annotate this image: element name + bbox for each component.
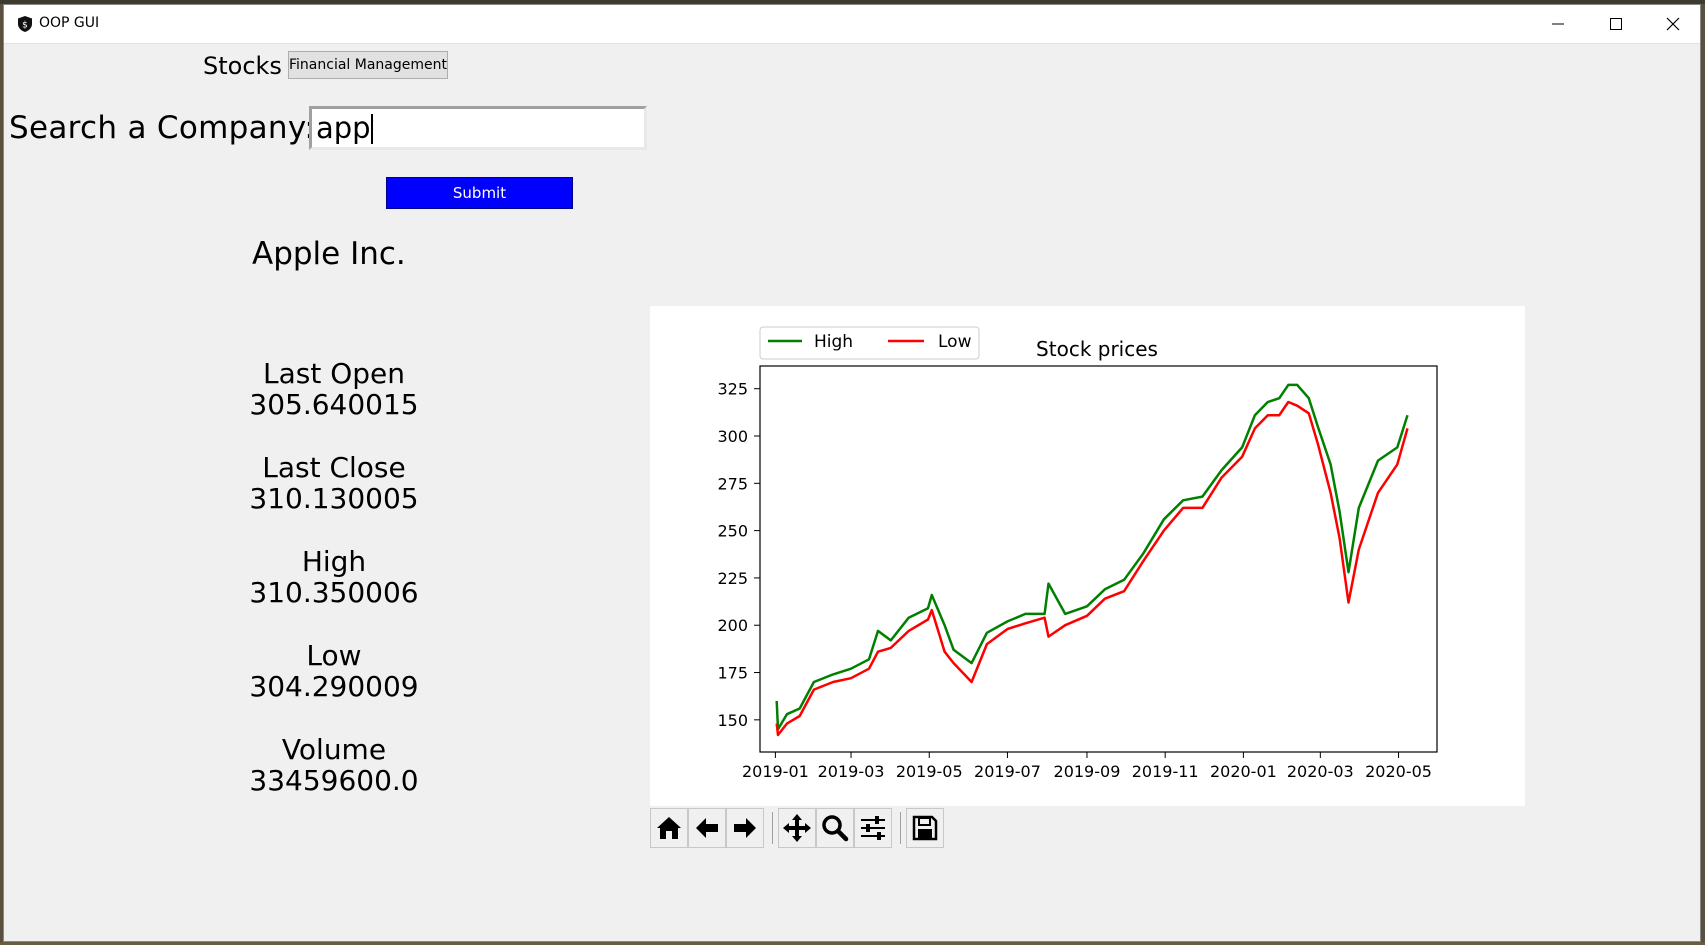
forward-button[interactable] xyxy=(726,808,764,848)
stat-high: High 310.350006 xyxy=(234,546,434,608)
save-button[interactable] xyxy=(906,808,944,848)
minimize-button[interactable] xyxy=(1529,5,1587,43)
title-bar[interactable]: $ OOP GUI xyxy=(4,5,1700,44)
stat-label: High xyxy=(301,545,367,578)
pan-icon xyxy=(783,814,811,842)
search-label: Search a Company: xyxy=(9,110,315,146)
chart-title: Stock prices xyxy=(1036,337,1158,361)
stat-label: Low xyxy=(306,639,362,672)
stat-value: 304.290009 xyxy=(249,670,419,703)
stat-volume: Volume 33459600.0 xyxy=(234,734,434,796)
stocks-label: Stocks xyxy=(203,52,282,80)
x-tick-label: 2020-03 xyxy=(1287,762,1354,781)
stat-value: 310.350006 xyxy=(249,576,419,609)
series-line-high xyxy=(775,383,1409,731)
x-tick-label: 2019-11 xyxy=(1132,762,1199,781)
stat-label: Last Open xyxy=(262,357,405,390)
stat-last-open: Last Open 305.640015 xyxy=(234,358,434,420)
x-tick-label: 2019-09 xyxy=(1054,762,1121,781)
legend-label-high: High xyxy=(814,332,853,352)
x-tick-label: 2019-05 xyxy=(896,762,963,781)
legend-label-low: Low xyxy=(938,332,972,352)
pan-button[interactable] xyxy=(778,808,816,848)
close-button[interactable] xyxy=(1644,5,1702,43)
back-button[interactable] xyxy=(688,808,726,848)
y-tick-label: 225 xyxy=(717,569,748,588)
search-input-value: app xyxy=(316,111,371,145)
series-line-low xyxy=(775,400,1409,737)
toolbar-separator xyxy=(772,812,773,844)
stat-value: 33459600.0 xyxy=(249,764,419,797)
maximize-icon xyxy=(1610,18,1622,30)
x-axis: 2019-01 2019-03 2019-05 2019-07 2019-09 2019-… xyxy=(742,752,1432,781)
home-icon xyxy=(657,817,681,839)
x-tick-label: 2019-01 xyxy=(742,762,809,781)
stat-label: Volume xyxy=(281,733,387,766)
forward-icon xyxy=(734,818,756,838)
configure-subplots-icon xyxy=(861,816,885,840)
stat-low: Low 304.290009 xyxy=(234,640,434,702)
search-input[interactable]: app xyxy=(309,106,647,150)
y-tick-label: 175 xyxy=(717,664,748,683)
x-tick-label: 2020-01 xyxy=(1210,762,1277,781)
legend-box xyxy=(759,326,980,360)
stat-label: Last Close xyxy=(262,451,406,484)
x-tick-label: 2020-05 xyxy=(1365,762,1432,781)
back-icon xyxy=(696,818,718,838)
home-button[interactable] xyxy=(650,808,688,848)
y-tick-label: 250 xyxy=(717,522,748,541)
y-tick-label: 200 xyxy=(717,616,748,635)
configure-subplots-button[interactable] xyxy=(854,808,892,848)
chart-panel[interactable]: Stock prices 150 175 200 225 250 275 300 325 20… xyxy=(650,306,1525,806)
close-icon xyxy=(1666,17,1680,31)
x-tick-label: 2019-07 xyxy=(974,762,1041,781)
y-tick-label: 275 xyxy=(717,474,748,493)
y-tick-label: 300 xyxy=(717,427,748,446)
main-content: Stocks Financial Management Search a Com… xyxy=(4,44,1700,941)
stat-value: 310.130005 xyxy=(249,482,419,515)
minimize-icon xyxy=(1552,23,1564,25)
submit-button[interactable]: Submit xyxy=(386,177,573,209)
series-lines xyxy=(775,383,1409,737)
plot-frame xyxy=(759,365,1438,753)
y-tick-label: 150 xyxy=(717,711,748,730)
y-axis: 150 175 200 225 250 275 300 325 xyxy=(717,380,760,730)
legend: High Low xyxy=(759,326,980,360)
x-tick-label: 2019-03 xyxy=(818,762,885,781)
maximize-button[interactable] xyxy=(1587,5,1645,43)
app-window: $ OOP GUI Stocks Financial Management Se… xyxy=(3,4,1701,942)
stat-value: 305.640015 xyxy=(249,388,419,421)
svg-text:$: $ xyxy=(22,21,28,31)
stock-price-chart[interactable]: Stock prices 150 175 200 225 250 275 300 325 20… xyxy=(650,306,1525,806)
company-name: Apple Inc. xyxy=(252,236,406,272)
stat-last-close: Last Close 310.130005 xyxy=(234,452,434,514)
financial-management-button[interactable]: Financial Management xyxy=(288,51,448,79)
window-title: OOP GUI xyxy=(39,15,100,31)
zoom-icon xyxy=(822,815,849,842)
save-icon xyxy=(912,815,938,841)
zoom-button[interactable] xyxy=(816,808,854,848)
toolbar-separator xyxy=(900,812,901,844)
text-caret xyxy=(370,114,373,144)
y-tick-label: 325 xyxy=(717,380,748,399)
shield-icon: $ xyxy=(18,16,32,32)
